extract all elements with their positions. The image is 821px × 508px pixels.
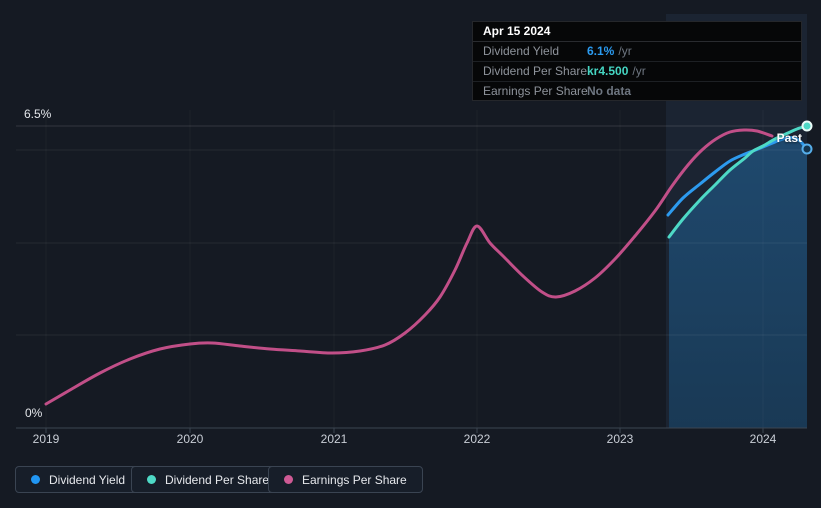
- tooltip-value-number: kr4.500: [587, 64, 629, 78]
- x-axis-label-2022: 2022: [463, 432, 491, 446]
- tooltip-date: Apr 15 2024: [473, 22, 801, 42]
- past-region-label: Past: [776, 131, 802, 145]
- tooltip-value-number: No data: [587, 84, 632, 98]
- tooltip-label: Dividend Per Share: [483, 64, 588, 78]
- tooltip-value: No data: [587, 82, 635, 101]
- tooltip-value-suffix: /yr: [632, 64, 646, 78]
- tooltip-label: Dividend Yield: [483, 44, 560, 58]
- x-axis-label-2024: 2024: [749, 432, 777, 446]
- dividend-per-share-line: [667, 124, 809, 239]
- dividend-yield-dot-icon: [31, 475, 40, 484]
- tooltip-value: kr4.500/yr: [587, 62, 646, 81]
- legend-item-dividend-per-share[interactable]: Dividend Per Share: [131, 466, 286, 493]
- tooltip-label: Earnings Per Share: [483, 84, 588, 98]
- earnings-per-share-line: [44, 128, 774, 406]
- tooltip-row-earnings-per-share: Earnings Per Share No data: [473, 82, 801, 102]
- tooltip-row-dividend-yield: Dividend Yield 6.1%/yr: [473, 42, 801, 62]
- earnings-per-share-dot-icon: [284, 475, 293, 484]
- legend-label: Dividend Yield: [49, 472, 126, 487]
- legend-label: Dividend Per Share: [165, 472, 270, 487]
- dividend-yield-marker: [801, 143, 813, 155]
- x-axis-label-2023: 2023: [606, 432, 634, 446]
- tooltip-value-suffix: /yr: [618, 44, 632, 58]
- x-axis-label-2019: 2019: [32, 432, 60, 446]
- tooltip-value-number: 6.1%: [587, 44, 615, 58]
- legend-label: Earnings Per Share: [302, 472, 407, 487]
- y-axis-label-bottom: 0%: [25, 406, 43, 420]
- x-axis-label-2020: 2020: [176, 432, 204, 446]
- x-axis-label-2021: 2021: [320, 432, 348, 446]
- y-axis-label-top: 6.5%: [24, 107, 52, 121]
- dividend-per-share-dot-icon: [147, 475, 156, 484]
- tooltip-value: 6.1%/yr: [587, 42, 632, 61]
- dividend-per-share-marker: [801, 120, 813, 132]
- dividend-area-fill: [669, 137, 807, 428]
- legend-item-dividend-yield[interactable]: Dividend Yield: [15, 466, 142, 493]
- legend-item-earnings-per-share[interactable]: Earnings Per Share: [268, 466, 423, 493]
- tooltip-row-dividend-per-share: Dividend Per Share kr4.500/yr: [473, 62, 801, 82]
- chart-tooltip: Apr 15 2024 Dividend Yield 6.1%/yr Divid…: [472, 21, 802, 101]
